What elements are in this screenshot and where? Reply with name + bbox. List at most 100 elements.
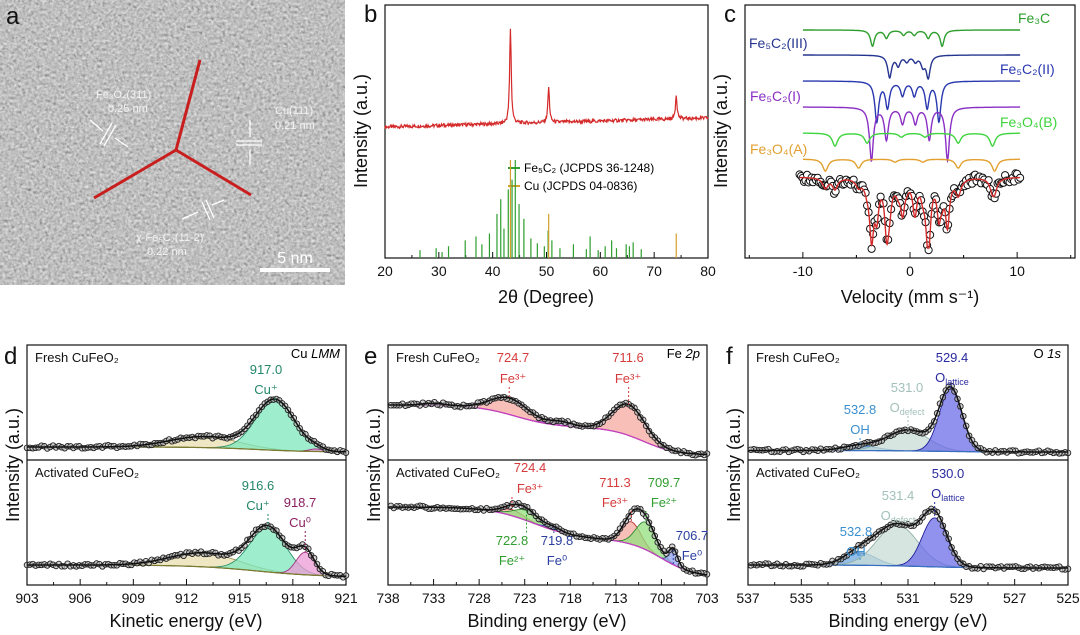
grain-boundary-lines bbox=[93, 59, 252, 200]
sample-label: Activated CuFeO₂ bbox=[756, 465, 860, 480]
data-point bbox=[526, 508, 534, 516]
species-name: Cu⁺ bbox=[254, 382, 277, 397]
envelope-fit-line bbox=[388, 503, 708, 576]
peak-energy-label: 722.8 bbox=[496, 533, 529, 548]
x-tick-label: 80 bbox=[700, 263, 716, 279]
x-tick-label: 918 bbox=[281, 590, 305, 606]
fe3o4-spacing-label: 0.25 nm bbox=[108, 103, 148, 115]
species-name: O bbox=[890, 400, 900, 415]
peak-energy-label: 724.7 bbox=[497, 350, 530, 365]
panel-letter-e: e bbox=[364, 343, 377, 370]
species-name: O bbox=[931, 486, 941, 501]
sample-label: Fresh CuFeO₂ bbox=[756, 350, 840, 365]
component-label-fe3o4-a: Fe₃O₄(A) bbox=[750, 141, 807, 157]
fit-line bbox=[799, 176, 1021, 249]
peak-species-label: Fe³⁺ bbox=[517, 481, 543, 496]
species-name: O bbox=[881, 508, 891, 523]
sample-label: Activated CuFeO₂ bbox=[35, 465, 139, 480]
fe5c2-spacing-label: 0.22 nm bbox=[147, 246, 187, 258]
x-tick-label: 0 bbox=[906, 263, 914, 279]
species-name: Fe³⁺ bbox=[517, 481, 543, 496]
panel-letter-a: a bbox=[6, 3, 20, 30]
x-tick-label: 60 bbox=[593, 263, 609, 279]
panel-letter-f: f bbox=[726, 343, 733, 370]
sample-label: Activated CuFeO₂ bbox=[396, 465, 500, 480]
species-name: Fe⁰ bbox=[547, 553, 567, 568]
y-axis-label: Intensity (a.u.) bbox=[3, 408, 23, 522]
y-axis-label: Intensity (a.u.) bbox=[364, 408, 384, 522]
peak-energy-label: 711.3 bbox=[599, 475, 631, 490]
x-axis-label: Velocity (mm s⁻¹) bbox=[841, 287, 980, 307]
species-subscript: defect bbox=[891, 515, 916, 525]
species-name: OH bbox=[846, 544, 866, 559]
peak-species-label: Fe³⁺ bbox=[602, 495, 628, 510]
x-tick-label: 728 bbox=[467, 590, 491, 606]
component-label-fe5c2-ii: Fe₅C₂(II) bbox=[1000, 61, 1055, 77]
fe5c2-plane-label: χ-Fe₅C₂(11-2) bbox=[136, 232, 203, 244]
component-subspectrum bbox=[802, 132, 1021, 147]
envelope-fit-line bbox=[748, 508, 1068, 569]
panel-a-tem-image: a Fe₃O₄(311) 0.25 nm Cu(111) 0.21 nm χ-F… bbox=[0, 0, 345, 285]
species-name: Fe⁰ bbox=[682, 548, 702, 563]
x-tick-label: 533 bbox=[843, 590, 867, 606]
peak-species-label: OH bbox=[850, 422, 870, 437]
peak-species-label: Odefect bbox=[881, 508, 916, 525]
species-name: Fe²⁺ bbox=[499, 553, 525, 568]
peak-species-label: Fe³⁺ bbox=[615, 371, 641, 386]
y-axis-label: Intensity (a.u.) bbox=[711, 74, 731, 188]
species-name: Cu⁰ bbox=[289, 515, 311, 530]
peak-energy-label: 530.0 bbox=[932, 466, 965, 481]
panel-d-cu-lmm: d Intensity (a.u.) Kinetic energy (eV) C… bbox=[3, 343, 358, 631]
x-tick-label: 718 bbox=[559, 590, 583, 606]
x-axis-label: Binding energy (eV) bbox=[828, 611, 987, 631]
data-point bbox=[387, 502, 395, 510]
x-tick-label: -10 bbox=[793, 263, 813, 279]
species-name: Fe³⁺ bbox=[602, 495, 628, 510]
component-label-fe5c2-iii: Fe₅C₂(III) bbox=[749, 35, 808, 51]
peak-species-label: Fe²⁺ bbox=[499, 553, 525, 568]
peak-species-label: Fe⁰ bbox=[547, 553, 567, 568]
legend-label-fe5c2: Fe₅C₂ (JCPDS 36-1248) bbox=[524, 161, 654, 175]
panel-b-xrd: b Intensity (a.u.) 2θ (Degree) Fe₅C₂ (JC… bbox=[351, 1, 716, 307]
panel-letter-c: c bbox=[724, 1, 736, 28]
component-subspectrum bbox=[802, 158, 1021, 172]
peak-species-label: Odefect bbox=[890, 400, 925, 417]
peak-species-label: Olattice bbox=[931, 486, 965, 503]
species-subscript: defect bbox=[900, 407, 925, 417]
data-point bbox=[342, 449, 350, 456]
x-tick-label: 40 bbox=[485, 263, 501, 279]
peak-species-label: Fe²⁺ bbox=[651, 495, 677, 510]
sample-label: Fresh CuFeO₂ bbox=[35, 350, 119, 365]
panel-letter-d: d bbox=[4, 343, 17, 370]
peak-species-label: Cu⁺ bbox=[246, 498, 269, 513]
x-tick-label: 733 bbox=[422, 590, 446, 606]
species-subscript: lattice bbox=[941, 493, 965, 503]
component-subspectrum bbox=[802, 80, 1021, 125]
y-axis-label: Intensity (a.u.) bbox=[724, 408, 744, 522]
x-tick-label: 903 bbox=[15, 590, 39, 606]
data-point bbox=[241, 542, 248, 549]
component-subspectrum bbox=[802, 54, 1021, 80]
x-axis-label: Binding energy (eV) bbox=[467, 611, 626, 631]
panel-letter-b: b bbox=[364, 1, 377, 28]
species-name: Fe²⁺ bbox=[651, 495, 677, 510]
xrd-pattern-line bbox=[384, 28, 709, 130]
species-name: O bbox=[935, 370, 945, 385]
data-point bbox=[876, 192, 885, 201]
peak-species-label: Cu⁰ bbox=[289, 515, 311, 530]
scale-bar bbox=[260, 268, 330, 272]
lattice-fringe-markers bbox=[89, 119, 262, 221]
peak-energy-label: 532.8 bbox=[840, 524, 873, 539]
x-tick-label: 527 bbox=[1003, 590, 1027, 606]
component-label-fe5c2-i: Fe₅C₂(I) bbox=[750, 88, 801, 104]
tem-texture bbox=[0, 0, 345, 285]
peak-energy-label: 918.7 bbox=[284, 495, 317, 510]
data-point bbox=[247, 535, 254, 543]
x-tick-label: 10 bbox=[1009, 263, 1025, 279]
cu-plane-label: Cu(111) bbox=[275, 105, 313, 117]
component-subspectrum bbox=[802, 29, 1021, 48]
x-tick-label: 529 bbox=[950, 590, 974, 606]
core-level-label: Cu LMM bbox=[291, 346, 340, 361]
peak-species-label: OH bbox=[846, 544, 866, 559]
component-subspectrum bbox=[802, 106, 1021, 164]
